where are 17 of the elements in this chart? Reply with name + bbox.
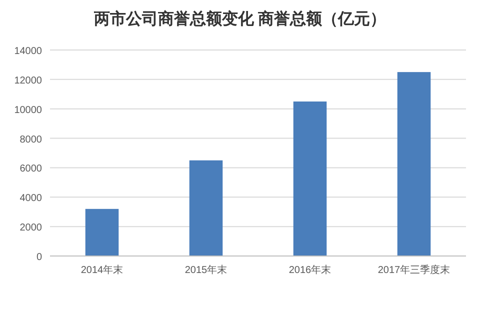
x-tick-label: 2015年末 [184, 264, 228, 276]
y-tick-label: 14000 [14, 46, 42, 57]
y-tick-label: 0 [36, 252, 42, 263]
x-tick-label: 2014年末 [80, 264, 124, 276]
chart-title: 两市公司商誉总额变化 商誉总额（亿元） [93, 10, 386, 28]
bar [189, 160, 223, 256]
x-tick-label: 2017年三季度末 [378, 264, 450, 276]
y-tick-label: 6000 [20, 164, 42, 175]
bar [293, 102, 327, 256]
y-tick-label: 10000 [14, 104, 42, 116]
y-tick-label: 4000 [20, 193, 42, 204]
y-tick-label: 8000 [20, 134, 42, 146]
bar [397, 72, 431, 256]
y-tick-label: 2000 [20, 222, 42, 234]
bar [85, 208, 119, 256]
x-tick-label: 2016年末 [288, 264, 332, 276]
y-tick-label: 12000 [14, 75, 42, 86]
